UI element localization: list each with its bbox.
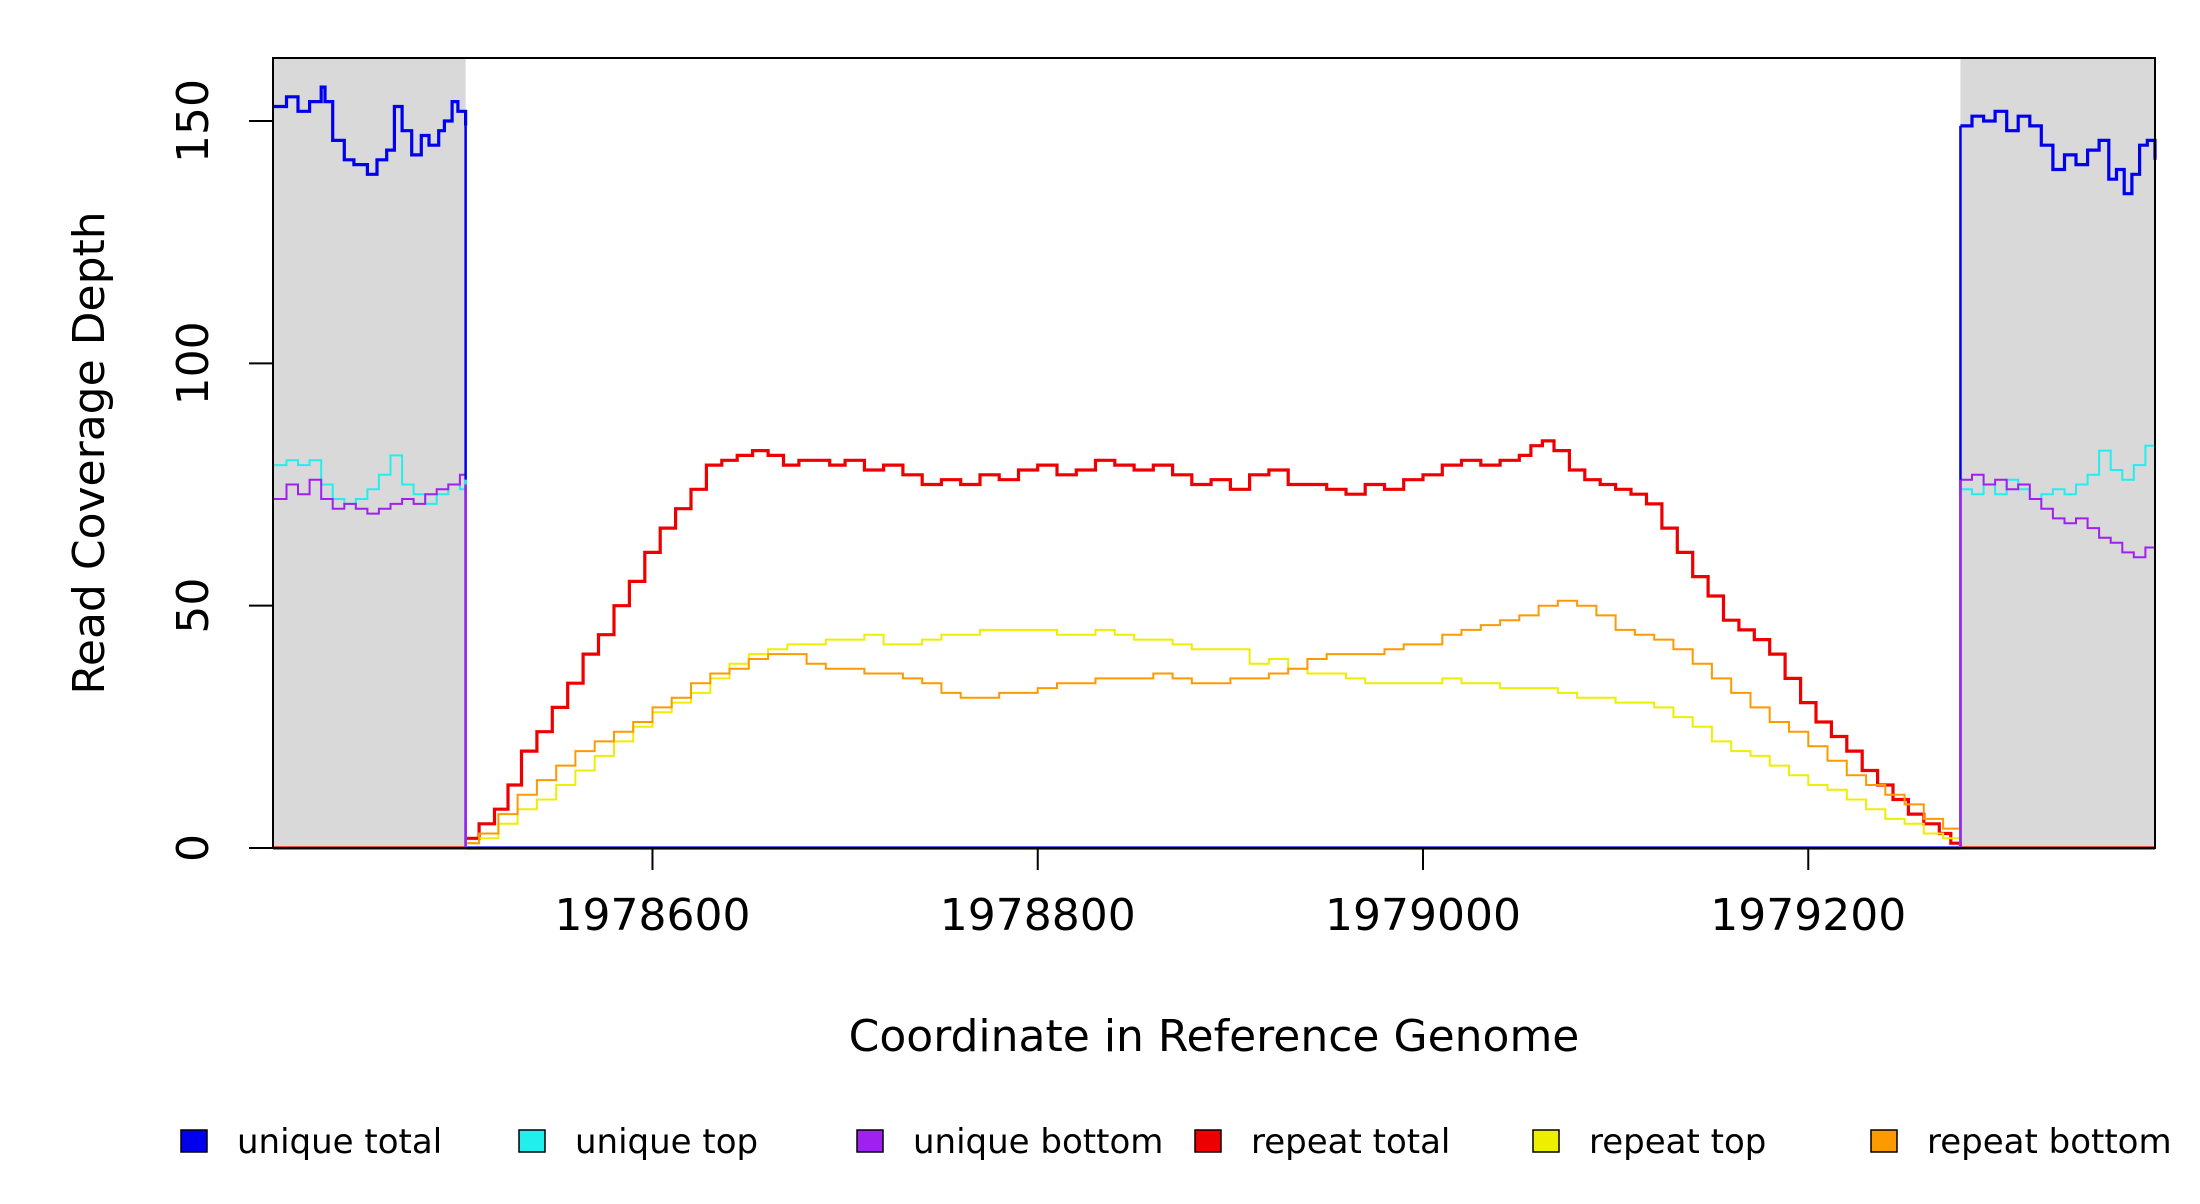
- y-tick-label: 100: [168, 321, 219, 405]
- plot-frame: [272, 57, 2156, 849]
- legend-item: unique top: [518, 1122, 758, 1162]
- legend-label: unique total: [237, 1122, 442, 1162]
- legend-label: repeat top: [1589, 1122, 1766, 1162]
- x-tick-label: 1979200: [1710, 890, 1906, 941]
- shaded-region-1: [1960, 58, 2155, 848]
- series-line-unique-total-0: [273, 85, 468, 176]
- y-axis: 0 50 100 150: [168, 79, 274, 862]
- legend-swatch: [1194, 1129, 1222, 1153]
- series-line-unique-bottom-0: [273, 473, 467, 515]
- x-axis-title: Coordinate in Reference Genome: [849, 1011, 1580, 1062]
- x-tick-label: 1978600: [554, 890, 750, 941]
- y-tick-label: 0: [168, 834, 219, 862]
- legend-label: repeat total: [1251, 1122, 1450, 1162]
- shaded-region-0: [273, 58, 466, 848]
- y-tick-label: 50: [168, 578, 219, 634]
- y-tick-label: 150: [168, 79, 219, 163]
- legend-swatch: [1870, 1129, 1898, 1153]
- series-line-unique-top-2: [1960, 444, 2156, 500]
- series-line-repeat-bottom-1: [465, 599, 1962, 848]
- legend-swatch: [180, 1129, 208, 1153]
- legend-item: repeat bottom: [1870, 1122, 2172, 1162]
- x-tick-label: 1978800: [940, 890, 1136, 941]
- legend-swatch: [1532, 1129, 1560, 1153]
- legend-swatch: [856, 1129, 884, 1153]
- series-line-unique-total-2: [1960, 109, 2157, 196]
- series-lines: [273, 85, 2157, 850]
- series-line-repeat-total-1: [465, 439, 1962, 848]
- legend: unique total unique top unique bottom repea…: [180, 1122, 2172, 1162]
- legend-swatch: [518, 1129, 546, 1153]
- x-tick-label: 1979000: [1325, 890, 1521, 941]
- y-axis-title: Read Coverage Depth: [64, 211, 115, 694]
- legend-item: repeat top: [1532, 1122, 1766, 1162]
- shaded-regions: [273, 58, 2155, 848]
- legend-label: unique top: [575, 1122, 758, 1162]
- series-line-unique-bottom-2: [1960, 473, 2156, 559]
- x-axis: 1978600 1978800 1979000 1979200: [554, 847, 1906, 941]
- legend-label: unique bottom: [913, 1122, 1163, 1162]
- series-line-repeat-top-1: [465, 628, 1962, 848]
- legend-item: unique bottom: [856, 1122, 1163, 1162]
- legend-item: unique total: [180, 1122, 442, 1162]
- legend-item: repeat total: [1194, 1122, 1450, 1162]
- series-line-unique-top-0: [273, 454, 467, 505]
- legend-label: repeat bottom: [1927, 1122, 2172, 1162]
